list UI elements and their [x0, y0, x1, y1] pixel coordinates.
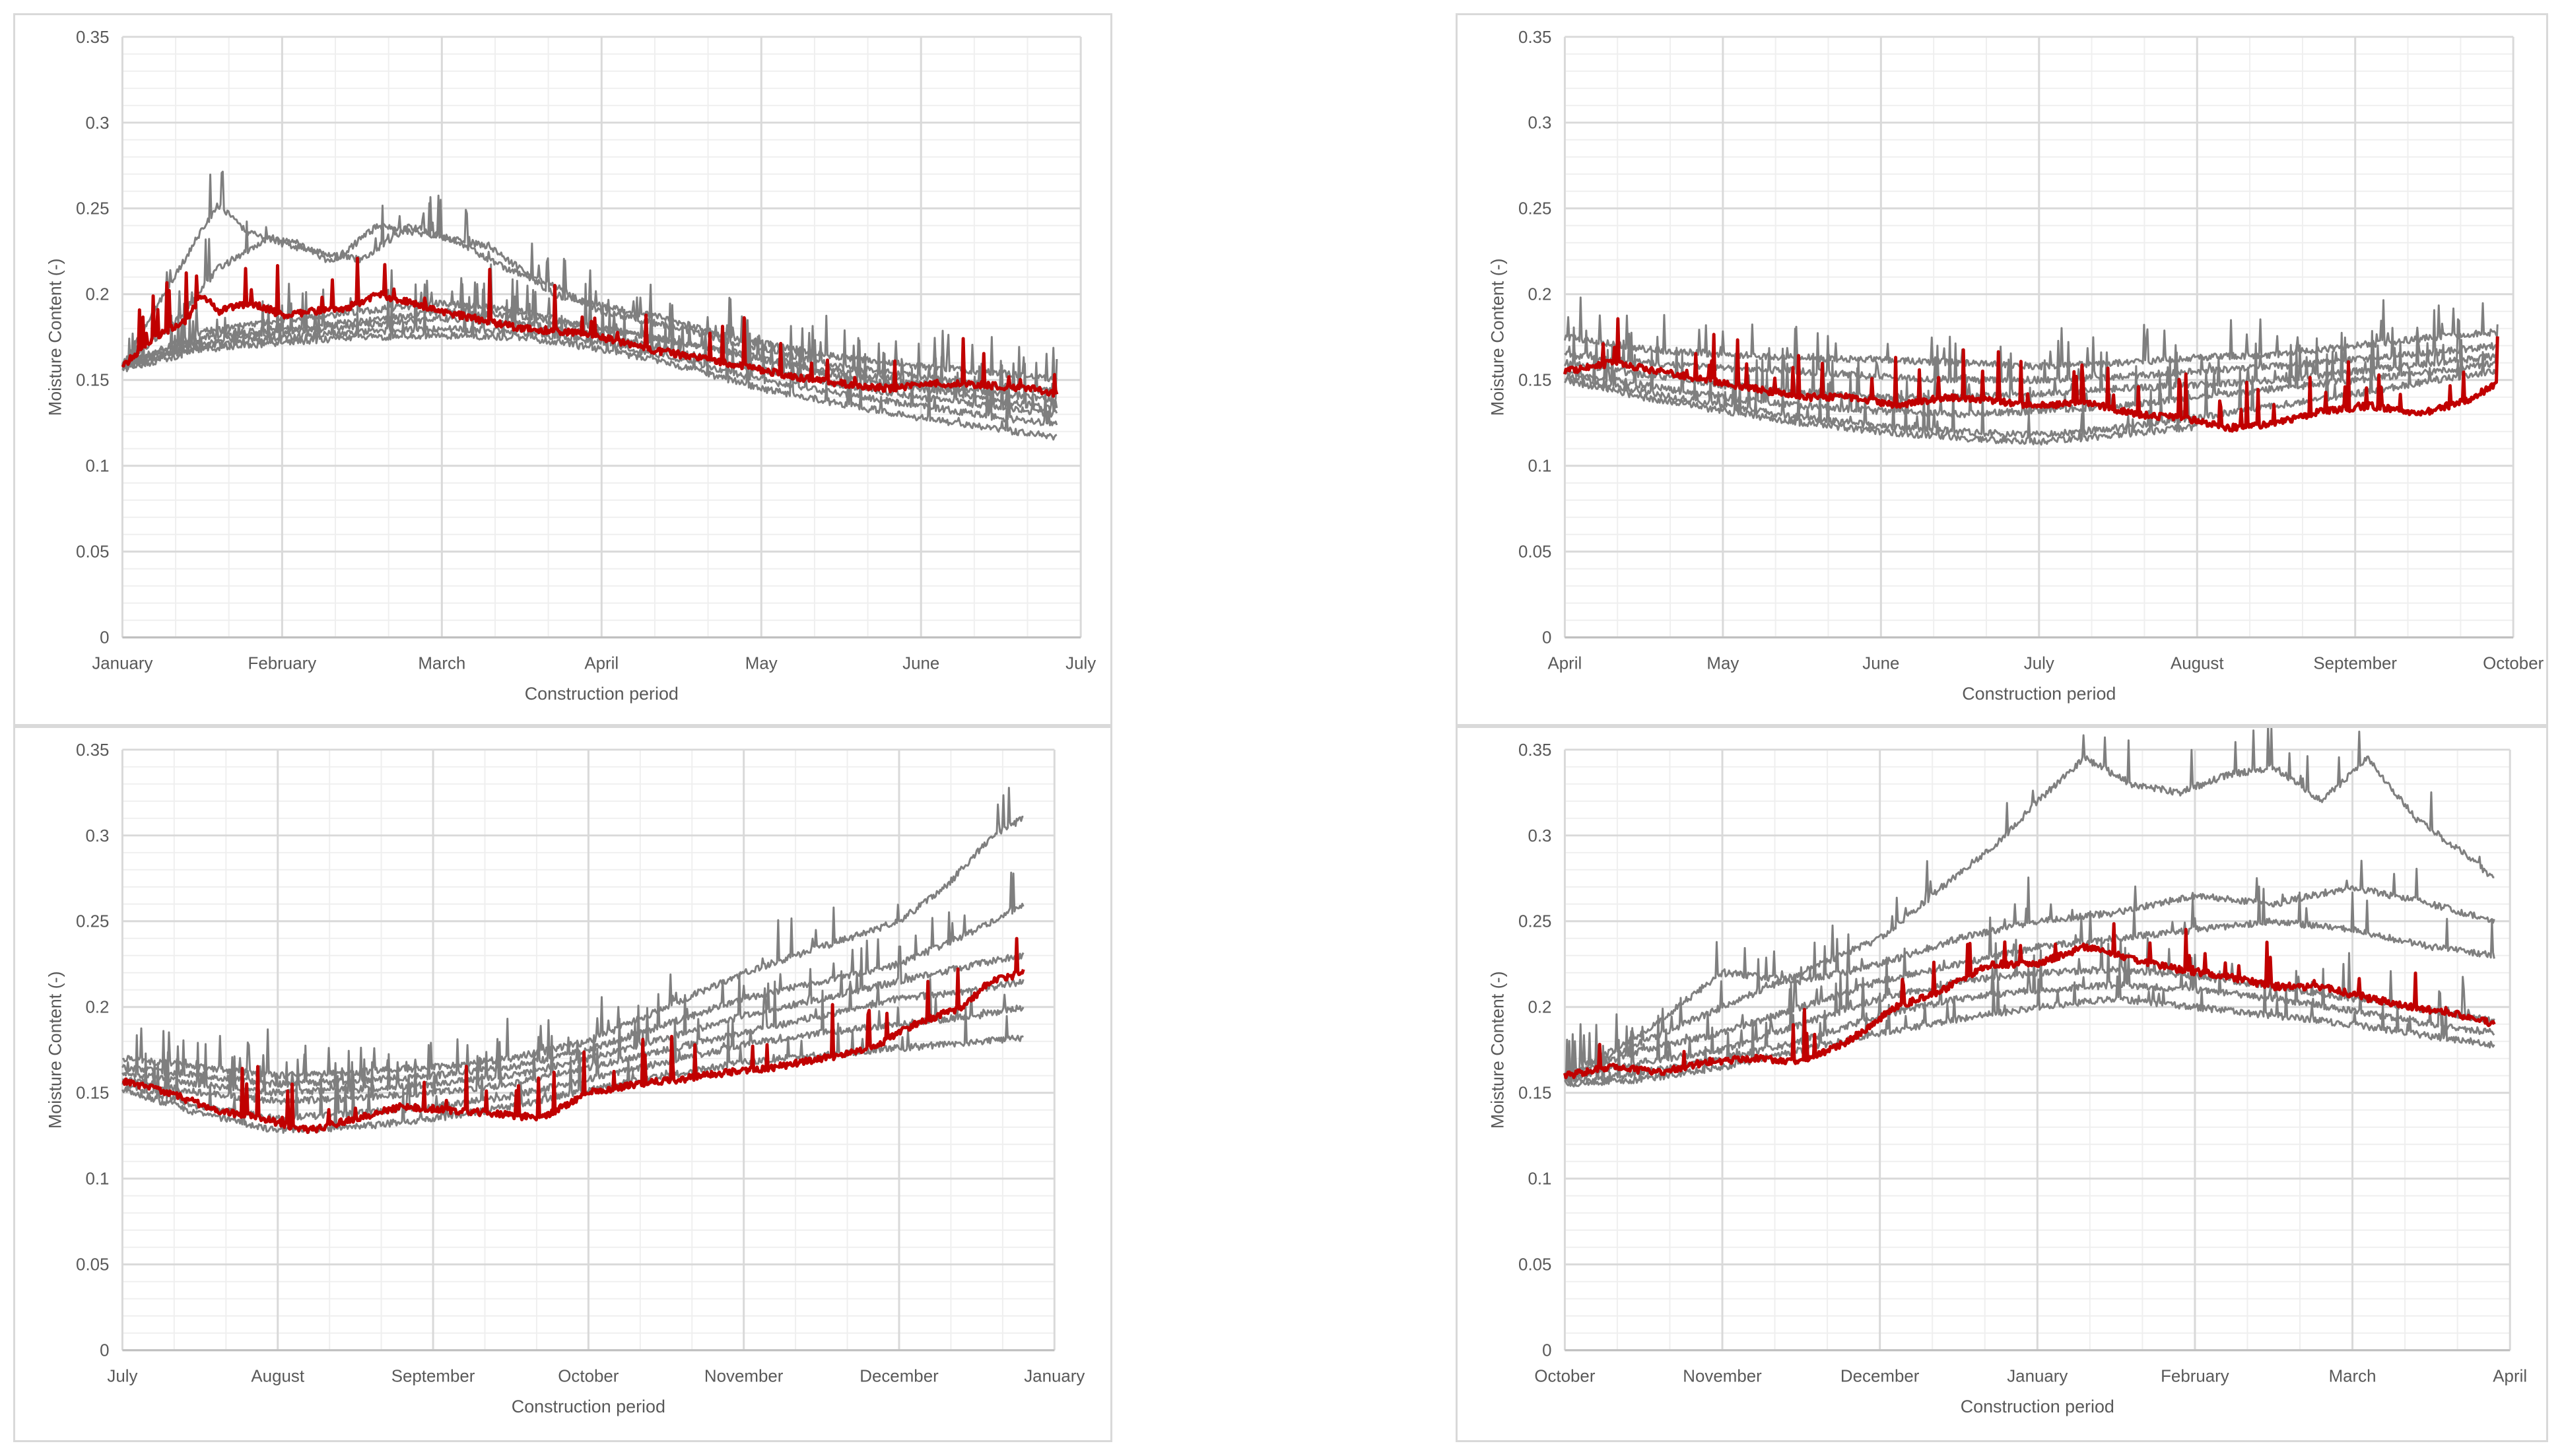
y-tick-label: 0.35 — [76, 28, 109, 47]
y-tick-label: 0.2 — [85, 286, 109, 304]
y-tick-label: 0.15 — [1518, 1084, 1551, 1103]
y-tick-label: 0.15 — [76, 372, 109, 390]
y-axis-title: Moisture Content (-) — [46, 258, 65, 416]
chart-top-right: 0 0.05 0.1 0.15 0.2 0.25 0.3 0.35 April May June Ju… — [1456, 13, 2548, 726]
x-tick-label: July — [1065, 654, 1096, 673]
x-tick-label: October — [1534, 1368, 1596, 1386]
series-line-gray-4 — [122, 978, 1025, 1106]
x-tick-label: February — [2161, 1368, 2229, 1386]
chart-bottom-left: 0 0.05 0.1 0.15 0.2 0.25 0.3 0.35 July August Sept… — [13, 726, 1112, 1442]
y-tick-label: 0.15 — [1518, 372, 1551, 390]
y-tick-label: 0.35 — [1518, 741, 1551, 760]
series-line-gray-3 — [121, 945, 1025, 1097]
y-tick-label: 0.3 — [1528, 827, 1551, 845]
x-axis-title: Construction period — [1962, 684, 2116, 704]
y-tick-label: 0 — [1542, 629, 1551, 647]
y-tick-label: 0.35 — [76, 741, 109, 760]
x-tick-label: July — [2024, 654, 2054, 673]
y-tick-label: 0.3 — [85, 827, 109, 845]
y-tick-label: 0 — [1542, 1342, 1551, 1360]
x-tick-label: August — [2171, 654, 2224, 673]
x-axis-title: Construction period — [512, 1397, 665, 1416]
x-axis-title: Construction period — [1961, 1397, 2114, 1416]
x-tick-label: May — [745, 654, 778, 673]
x-tick-label: November — [704, 1368, 784, 1386]
y-tick-label: 0.05 — [76, 1256, 109, 1274]
y-tick-label: 0.3 — [1528, 114, 1551, 133]
series-line-gray-1 — [121, 787, 1024, 1080]
y-tick-label: 0.3 — [85, 114, 109, 133]
y-tick-label: 0.25 — [1518, 913, 1551, 931]
y-tick-label: 0.2 — [85, 999, 109, 1017]
y-tick-label: 0.25 — [76, 913, 109, 931]
y-tick-label: 0.25 — [1518, 200, 1551, 218]
x-tick-label: January — [92, 654, 152, 673]
chart-top-right-svg: 0 0.05 0.1 0.15 0.2 0.25 0.3 0.35 April May June Ju… — [1488, 28, 2544, 704]
y-axis-title: Moisture Content (-) — [1488, 258, 1508, 416]
series-line-gray-2 — [121, 871, 1025, 1088]
x-tick-label: May — [1706, 654, 1739, 673]
y-tick-label: 0.15 — [76, 1084, 109, 1103]
x-tick-label: April — [584, 654, 619, 673]
chart-top-left: 0 0.05 0.1 0.15 0.2 0.25 0.3 0.35 January Februar… — [13, 13, 1112, 726]
x-tick-label: December — [860, 1368, 939, 1386]
chart-bottom-right-svg: 0 0.05 0.1 0.15 0.2 0.25 0.3 0.35 October Novembe… — [1488, 728, 2527, 1416]
y-tick-label: 0.05 — [1518, 543, 1551, 562]
y-tick-label: 0.35 — [1518, 28, 1551, 47]
series-line-gray-6 — [121, 1005, 1024, 1134]
series-line-gray-2 — [1564, 859, 2495, 1078]
y-tick-label: 0 — [100, 1342, 109, 1360]
x-tick-label: October — [558, 1368, 619, 1386]
chart-bottom-right: 0 0.05 0.1 0.15 0.2 0.25 0.3 0.35 October Novembe… — [1456, 726, 2548, 1442]
x-tick-label: January — [1024, 1368, 1085, 1386]
series-line-gray-4 — [1563, 324, 2499, 418]
series-line-red — [1563, 922, 2496, 1080]
y-tick-label: 0.2 — [1528, 286, 1551, 304]
series-line-gray-6 — [1565, 963, 2495, 1088]
series-line-gray-3 — [1564, 318, 2499, 402]
series-line-gray-3 — [1564, 885, 2495, 1078]
x-axis-title: Construction period — [525, 684, 679, 704]
x-tick-label: June — [902, 654, 939, 673]
y-tick-label: 0.25 — [76, 200, 109, 218]
series-line-gray-5 — [1565, 339, 2498, 439]
y-axis-title: Moisture Content (-) — [1488, 971, 1508, 1129]
series-line-gray-1 — [1563, 728, 2495, 1078]
y-tick-label: 0.05 — [76, 543, 109, 562]
y-tick-label: 0.1 — [1528, 457, 1551, 476]
series-line-gray-6 — [1564, 359, 2198, 446]
x-tick-label: March — [418, 654, 465, 673]
y-tick-label: 0.1 — [85, 1170, 109, 1189]
x-tick-label: December — [1840, 1368, 1920, 1386]
series-line-gray-1 — [1563, 296, 2499, 371]
series-line-red — [1563, 317, 2499, 433]
y-tick-label: 0.1 — [85, 457, 109, 476]
x-tick-label: November — [1683, 1368, 1762, 1386]
y-tick-label: 0.1 — [1528, 1170, 1551, 1189]
x-tick-label: February — [248, 654, 317, 673]
chart-bottom-left-svg: 0 0.05 0.1 0.15 0.2 0.25 0.3 0.35 July August Sept… — [46, 741, 1085, 1416]
chart-top-left-svg: 0 0.05 0.1 0.15 0.2 0.25 0.3 0.35 January Februar… — [46, 28, 1096, 704]
x-tick-label: January — [2007, 1368, 2068, 1386]
x-tick-label: June — [1862, 654, 1899, 673]
x-tick-label: October — [2483, 654, 2544, 673]
x-tick-label: September — [391, 1368, 475, 1386]
y-tick-label: 0.2 — [1528, 999, 1551, 1017]
x-tick-label: March — [2329, 1368, 2377, 1386]
y-tick-label: 0.05 — [1518, 1256, 1551, 1274]
series-line-gray-5 — [121, 295, 1058, 441]
series-line-red — [121, 937, 1025, 1135]
gridlines — [121, 36, 1082, 639]
y-tick-label: 0 — [100, 629, 109, 647]
x-tick-label: July — [107, 1368, 137, 1386]
y-axis-title: Moisture Content (-) — [46, 971, 65, 1129]
series-line-red — [121, 256, 1059, 398]
x-tick-label: April — [2493, 1368, 2527, 1386]
x-tick-label: April — [1548, 654, 1582, 673]
x-tick-label: August — [251, 1368, 304, 1386]
x-tick-label: September — [2313, 654, 2397, 673]
